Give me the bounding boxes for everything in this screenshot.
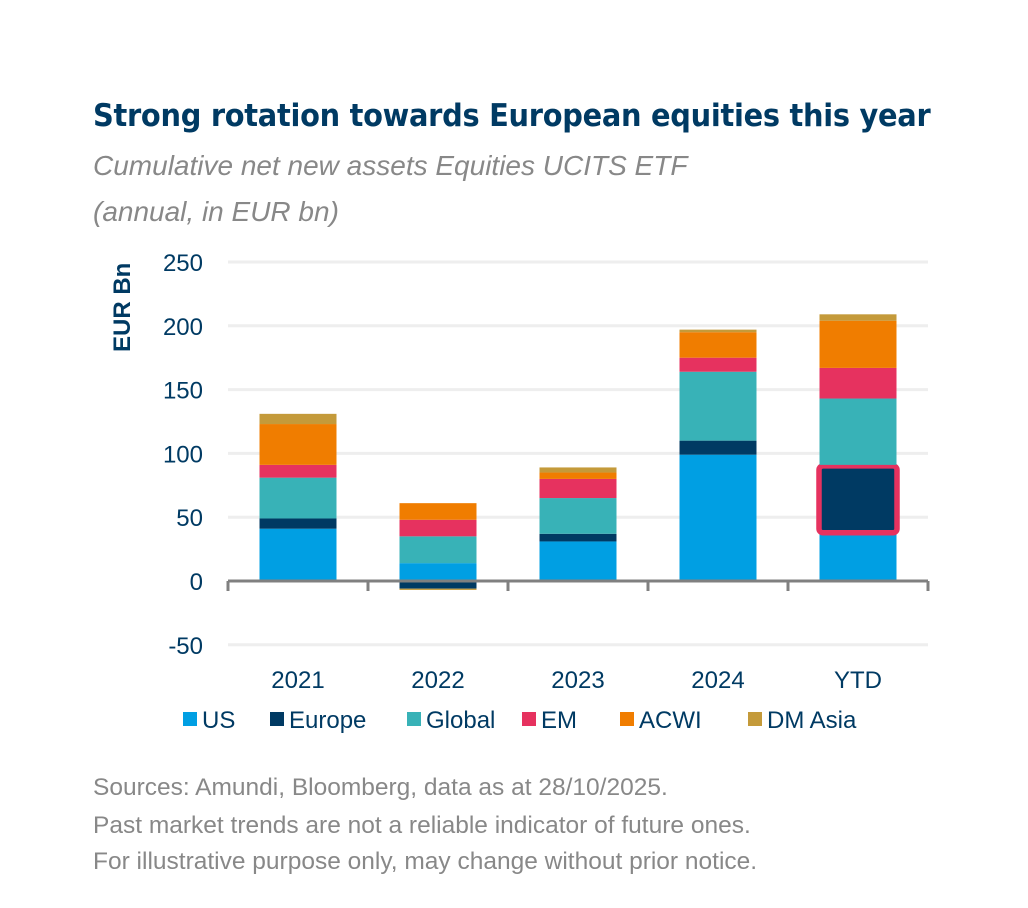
legend-label: Europe (289, 707, 366, 734)
bar-acwi-2023 (539, 472, 617, 479)
bar-acwi-YTD (819, 320, 897, 368)
bar-us-2021 (259, 528, 337, 581)
x-tick-label: 2024 (691, 667, 744, 694)
legend-swatch-em (522, 712, 536, 726)
legend-swatch-europe (270, 712, 284, 726)
bar-global-2024 (679, 371, 757, 441)
bar-acwi-2021 (259, 424, 337, 465)
bar-em-2022 (399, 519, 477, 537)
chart-subtitle-line-1: Cumulative net new assets Equities UCITS… (93, 150, 688, 181)
x-tick-label: 2022 (411, 667, 464, 694)
bar-em-YTD (819, 367, 897, 399)
legend-swatch-us (183, 712, 197, 726)
y-tick-label: -50 (168, 633, 203, 660)
footnote-illustrative: For illustrative purpose only, may chang… (93, 848, 758, 875)
y-tick-label: 250 (163, 250, 203, 277)
footnote-sources: Sources: Amundi, Bloomberg, data as at 2… (93, 774, 668, 801)
x-tick-label: 2023 (551, 667, 604, 694)
legend-swatch-dm-asia (748, 712, 762, 726)
bar-em-2021 (259, 464, 337, 478)
legend-swatch-global (407, 712, 421, 726)
y-tick-label: 150 (163, 378, 203, 405)
legend-label: DM Asia (767, 707, 857, 734)
bar-global-YTD (819, 398, 897, 465)
x-tick-label: YTD (834, 667, 882, 694)
bar-dm-asia-2022 (399, 588, 477, 590)
y-tick-label: 200 (163, 314, 203, 341)
footnote-disclaimer: Past market trends are not a reliable in… (93, 812, 751, 839)
legend-label: Global (426, 707, 495, 734)
bar-europe-2022 (399, 581, 477, 589)
y-tick-label: 50 (176, 505, 203, 532)
bar-em-2023 (539, 478, 617, 499)
y-axis-label: EUR Bn (109, 263, 136, 352)
bar-global-2021 (259, 477, 337, 519)
bar-dm-asia-2021 (259, 413, 337, 425)
bar-europe-YTD (819, 464, 897, 534)
chart-subtitle-line-2: (annual, in EUR bn) (93, 196, 339, 227)
bar-dm-asia-2024 (679, 329, 757, 333)
bar-dm-asia-YTD (819, 314, 897, 321)
bar-us-2024 (679, 454, 757, 581)
bar-global-2022 (399, 536, 477, 564)
bar-global-2023 (539, 498, 617, 534)
bar-acwi-2022 (399, 503, 477, 520)
y-tick-label: 0 (190, 569, 203, 596)
highlight-box (816, 463, 900, 536)
bar-us-2022 (399, 563, 477, 581)
bar-us-YTD (819, 533, 897, 581)
bar-europe-2024 (679, 440, 757, 455)
legend-swatch-acwi (620, 712, 634, 726)
x-tick-label: 2021 (271, 667, 324, 694)
legend-label: EM (541, 707, 577, 734)
bar-europe-2023 (539, 533, 617, 542)
bar-em-2024 (679, 357, 757, 372)
bar-acwi-2024 (679, 332, 757, 358)
chart-title: Strong rotation towards European equitie… (93, 98, 931, 134)
bar-us-2023 (539, 541, 617, 581)
legend-label: ACWI (639, 707, 702, 734)
legend-label: US (202, 707, 235, 734)
bar-dm-asia-2023 (539, 467, 617, 473)
y-tick-label: 100 (163, 441, 203, 468)
bar-europe-2021 (259, 518, 337, 529)
